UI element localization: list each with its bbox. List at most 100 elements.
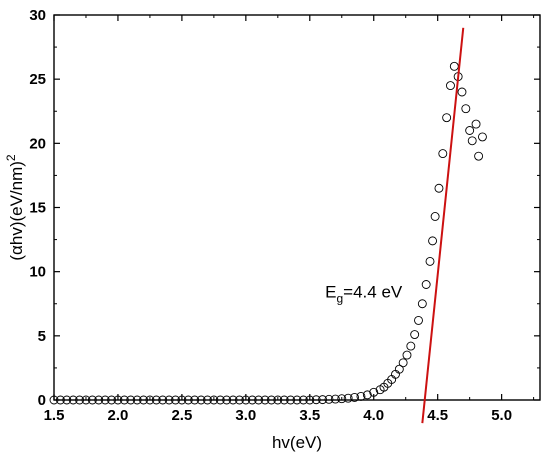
data-point (398, 358, 408, 368)
data-point (343, 393, 353, 403)
data-point (471, 119, 481, 129)
data-point (196, 395, 206, 405)
data-point (49, 395, 59, 405)
data-point (438, 149, 448, 159)
data-point (75, 395, 85, 405)
data-point (151, 395, 161, 405)
y-tick-label: 30 (29, 7, 46, 24)
data-point (305, 395, 315, 405)
data-point (62, 395, 72, 405)
x-tick-label: 4.5 (427, 407, 448, 424)
data-point (260, 395, 270, 405)
data-point (139, 395, 148, 405)
data-point (369, 387, 379, 397)
data-point (414, 315, 423, 325)
y-tick-label: 25 (29, 71, 46, 88)
data-point (421, 280, 431, 289)
data-point (430, 212, 440, 221)
x-tick-label: 3.5 (299, 407, 320, 424)
data-point (318, 395, 328, 405)
data-point (446, 81, 455, 91)
data-point (203, 395, 212, 405)
x-tick-label: 4.0 (363, 407, 384, 424)
data-point (292, 395, 302, 405)
plot-frame (53, 14, 541, 401)
data-point (171, 395, 180, 405)
data-point (465, 126, 475, 135)
data-point (254, 395, 264, 405)
data-point (279, 395, 289, 405)
data-point (337, 394, 347, 404)
y-tick-label: 5 (38, 328, 46, 345)
data-point (425, 256, 435, 266)
data-point (228, 395, 238, 405)
data-point (330, 394, 340, 404)
data-point (457, 87, 467, 97)
data-point (442, 113, 452, 123)
data-point (350, 392, 360, 402)
data-point (132, 395, 142, 405)
data-point (87, 395, 97, 405)
data-point (183, 395, 193, 405)
data-point (410, 330, 420, 339)
data-point (94, 395, 104, 405)
data-point (428, 236, 438, 246)
data-point (362, 390, 372, 400)
data-point (394, 364, 404, 374)
data-point (177, 395, 187, 405)
data-point (286, 395, 296, 405)
x-tick-label: 5.0 (491, 407, 512, 424)
data-point (402, 350, 412, 360)
data-point (474, 151, 484, 161)
data-point (266, 395, 276, 405)
linear-fit-line (421, 27, 465, 424)
data-point (190, 395, 200, 405)
data-point (273, 395, 283, 405)
y-tick-label: 15 (29, 200, 46, 217)
data-point (209, 395, 219, 405)
y-axis-title: (αhv)(eV/nm)2 (4, 154, 26, 261)
data-point (324, 394, 334, 404)
data-point (222, 395, 232, 405)
data-point (356, 391, 366, 401)
y-axis-title-superscript: 2 (4, 154, 18, 161)
y-axis-title-main: (αhv)(eV/nm) (7, 161, 26, 261)
data-point (55, 395, 65, 405)
bandgap-annotation-value: =4.4 eV (343, 282, 403, 301)
x-tick-label: 1.5 (44, 407, 65, 424)
data-point (113, 395, 123, 405)
data-point (406, 341, 416, 351)
data-point (298, 395, 308, 405)
data-point (311, 395, 321, 405)
data-point (477, 132, 487, 142)
data-point (164, 395, 174, 405)
data-point (461, 104, 471, 114)
data-point (158, 395, 168, 405)
data-point (241, 395, 251, 405)
x-axis-title: hv(eV) (272, 433, 322, 452)
bandgap-annotation-symbol: E (325, 282, 336, 301)
y-tick-label: 0 (38, 392, 46, 409)
data-point (100, 395, 110, 405)
x-tick-label: 2.0 (108, 407, 129, 424)
data-point (247, 395, 257, 405)
data-point (145, 395, 155, 405)
data-point (391, 369, 400, 379)
x-tick-label: 2.5 (171, 407, 192, 424)
data-point (126, 395, 136, 405)
data-point (434, 183, 444, 193)
y-tick-label: 10 (29, 264, 46, 281)
x-tick-label: 3.0 (235, 407, 256, 424)
data-point (234, 395, 244, 405)
data-point (467, 136, 477, 146)
data-point (119, 395, 129, 405)
data-point (68, 395, 78, 405)
data-point (81, 395, 91, 405)
bandgap-annotation-subscript: g (336, 291, 343, 305)
data-point (107, 395, 117, 405)
data-point (449, 61, 459, 71)
data-point (215, 395, 225, 405)
bandgap-annotation: Eg=4.4 eV (325, 282, 403, 305)
